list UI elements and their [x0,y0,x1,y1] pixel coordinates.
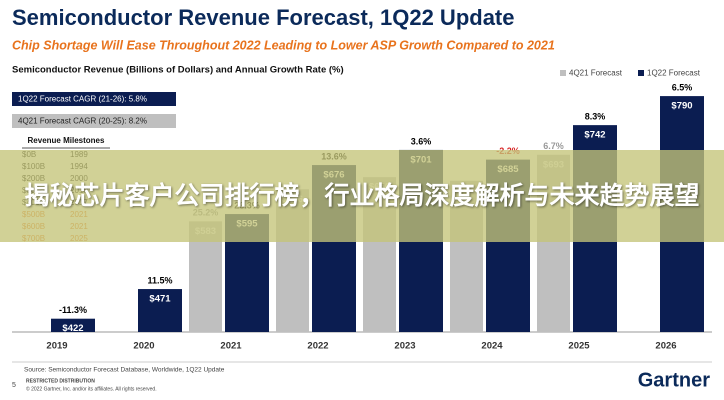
value-label: $742 [584,130,605,141]
banner-text: 揭秘芯片客户公司排行榜，行业格局深度解析与未来趋势展望 [24,181,700,210]
value-label: $790 [671,101,692,112]
cagr-label: 4Q21 Forecast CAGR (20-25): 8.2% [18,117,147,126]
logo: Gartner [638,369,710,391]
chart-title: Semiconductor Revenue Forecast, 1Q22 Upd… [12,5,515,30]
growth-label: -11.3% [59,305,87,315]
bar [138,289,182,332]
growth-label: 3.6% [411,136,432,146]
x-tick-label: 2026 [655,341,676,352]
bar [51,318,95,332]
x-tick-label: 2022 [307,341,328,352]
chart-label: Semiconductor Revenue (Billions of Dolla… [12,65,344,76]
value-label: $471 [149,294,171,305]
cagr-label: 1Q22 Forecast CAGR (21-26): 5.8% [18,95,147,104]
x-tick-label: 2025 [568,341,590,352]
value-label: $422 [62,323,83,334]
legend-label: 1Q22 Forecast [647,69,701,78]
x-tick-label: 2024 [481,341,503,352]
x-tick-label: 2020 [133,341,154,352]
cagr-box [12,114,176,128]
legend-label: 4Q21 Forecast [569,69,623,78]
page-number: 5 [12,382,16,389]
cagr-box [12,92,176,106]
chart-subtitle: Chip Shortage Will Ease Throughout 2022 … [12,38,555,52]
growth-label: 6.5% [672,82,693,92]
x-tick-label: 2019 [46,341,67,352]
milestones-header: Revenue Milestones [28,136,105,145]
growth-label: 8.3% [585,112,606,122]
x-tick-label: 2021 [220,341,242,352]
copyright: © 2022 Gartner, Inc. and/or its affiliat… [26,385,157,392]
banner: 揭秘芯片客户公司排行榜，行业格局深度解析与未来趋势展望 [0,150,724,242]
x-tick-label: 2023 [394,341,415,352]
growth-label: 6.7% [543,141,564,151]
growth-label: 11.5% [147,275,172,285]
legend-swatch [560,70,566,76]
footer-source: Source: Semiconductor Forecast Database,… [24,367,225,374]
restricted: RESTRICTED DISTRIBUTION [26,378,95,384]
legend-swatch [638,70,644,76]
